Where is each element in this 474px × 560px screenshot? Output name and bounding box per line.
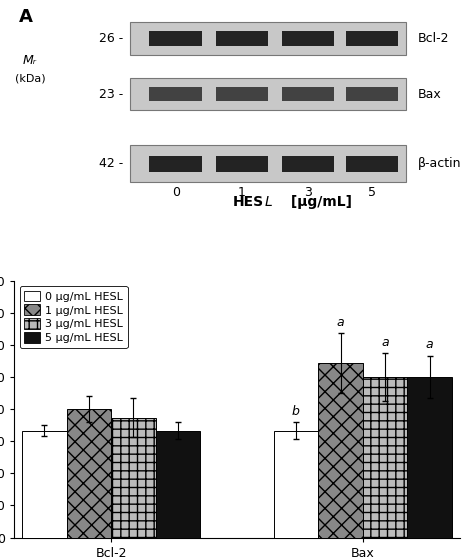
Bar xyxy=(346,156,398,172)
Bar xyxy=(111,418,156,538)
Text: $\it{L}$: $\it{L}$ xyxy=(264,195,273,209)
Bar xyxy=(22,431,67,538)
Bar xyxy=(149,156,202,172)
Text: 23 -: 23 - xyxy=(99,87,123,100)
Text: A: A xyxy=(18,8,33,26)
Bar xyxy=(282,87,335,101)
Bar xyxy=(130,146,406,183)
Bar xyxy=(346,87,398,101)
Text: 0: 0 xyxy=(172,186,180,199)
Text: Bcl-2: Bcl-2 xyxy=(418,32,449,45)
Bar xyxy=(156,431,201,538)
Bar xyxy=(273,431,318,538)
Bar xyxy=(407,377,452,538)
Bar xyxy=(216,156,268,172)
Bar xyxy=(318,363,363,538)
Text: b: b xyxy=(292,405,300,418)
Text: a: a xyxy=(381,336,389,349)
Bar xyxy=(149,31,202,46)
Text: 26 -: 26 - xyxy=(99,32,123,45)
Text: a: a xyxy=(337,316,344,329)
Bar xyxy=(363,377,407,538)
Text: a: a xyxy=(426,338,433,351)
Text: Bax: Bax xyxy=(418,87,441,100)
Text: [μg/mL]: [μg/mL] xyxy=(286,195,352,209)
Bar xyxy=(282,31,335,46)
Text: 3: 3 xyxy=(304,186,312,199)
Text: 42 -: 42 - xyxy=(99,157,123,170)
Text: 1: 1 xyxy=(238,186,246,199)
Bar xyxy=(216,31,268,46)
Bar xyxy=(216,87,268,101)
Bar xyxy=(67,409,111,538)
Bar xyxy=(346,31,398,46)
Text: 5: 5 xyxy=(368,186,376,199)
Legend: 0 μg/mL HESL, 1 μg/mL HESL, 3 μg/mL HESL, 5 μg/mL HESL: 0 μg/mL HESL, 1 μg/mL HESL, 3 μg/mL HESL… xyxy=(20,286,128,348)
Text: (kDa): (kDa) xyxy=(15,73,45,83)
Text: Mᵣ: Mᵣ xyxy=(23,54,37,67)
Text: β-actin: β-actin xyxy=(418,157,461,170)
Bar xyxy=(282,156,335,172)
Bar xyxy=(130,78,406,110)
Text: HES: HES xyxy=(233,195,264,209)
Bar xyxy=(149,87,202,101)
Bar xyxy=(130,22,406,55)
